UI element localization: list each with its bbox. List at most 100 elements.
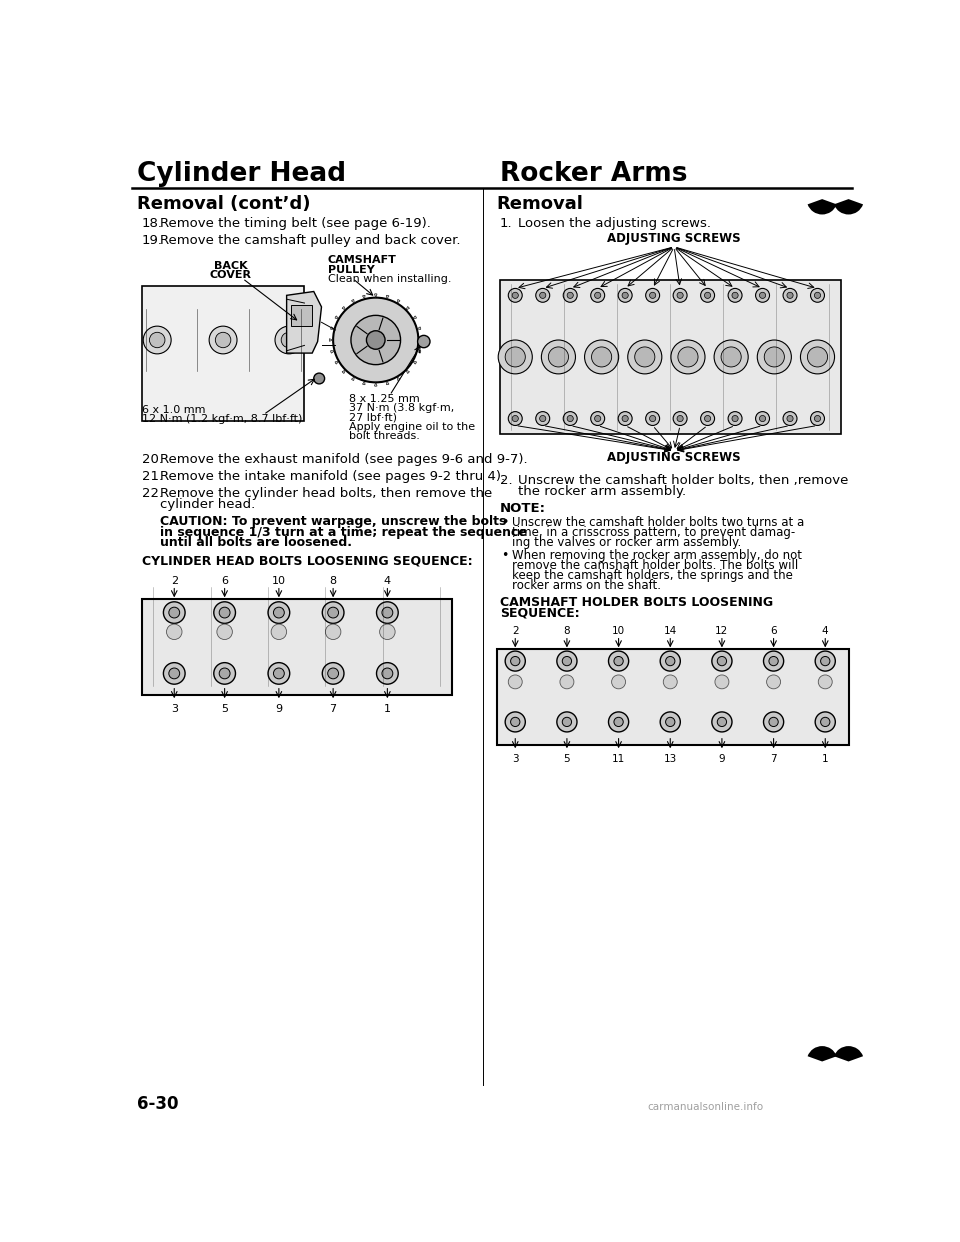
Circle shape (209, 327, 237, 354)
Text: 8: 8 (329, 575, 337, 586)
FancyBboxPatch shape (142, 286, 304, 421)
Circle shape (764, 347, 784, 366)
Text: 8 x 1.25 mm: 8 x 1.25 mm (348, 394, 420, 404)
Circle shape (712, 651, 732, 671)
Text: Clean when installing.: Clean when installing. (327, 273, 451, 283)
Circle shape (275, 327, 303, 354)
Text: 3: 3 (512, 754, 518, 764)
Wedge shape (834, 199, 863, 215)
Circle shape (585, 340, 618, 374)
Text: 21.: 21. (142, 471, 163, 483)
Circle shape (215, 333, 230, 348)
Circle shape (217, 625, 232, 640)
Circle shape (327, 607, 339, 619)
Wedge shape (419, 339, 422, 342)
Text: ADJUSTING SCREWS: ADJUSTING SCREWS (608, 232, 741, 245)
Wedge shape (335, 361, 339, 364)
Circle shape (505, 651, 525, 671)
Text: Unscrew the camshaft holder bolts two turns at a: Unscrew the camshaft holder bolts two tu… (512, 515, 804, 529)
Wedge shape (834, 1046, 863, 1062)
Circle shape (567, 416, 573, 421)
Circle shape (663, 674, 677, 689)
Wedge shape (351, 299, 354, 303)
Text: cylinder head.: cylinder head. (160, 498, 255, 510)
Circle shape (732, 416, 738, 421)
Circle shape (325, 625, 341, 640)
Circle shape (563, 718, 571, 727)
Circle shape (351, 315, 400, 365)
Circle shape (508, 411, 522, 426)
Circle shape (763, 651, 783, 671)
Text: PULLEY: PULLEY (327, 265, 374, 274)
Circle shape (268, 663, 290, 684)
Text: •: • (501, 515, 509, 529)
Text: Removal (cont’d): Removal (cont’d) (137, 195, 310, 214)
Circle shape (650, 416, 656, 421)
Circle shape (673, 288, 687, 302)
Circle shape (815, 712, 835, 732)
Wedge shape (374, 383, 377, 386)
Text: Rocker Arms: Rocker Arms (500, 160, 687, 186)
Wedge shape (406, 370, 409, 374)
Circle shape (281, 333, 297, 348)
Circle shape (594, 292, 601, 298)
Text: 11: 11 (612, 754, 625, 764)
Text: When removing the rocker arm assembly, do not: When removing the rocker arm assembly, d… (512, 549, 803, 563)
Text: 5: 5 (221, 704, 228, 714)
Circle shape (609, 712, 629, 732)
Text: 7: 7 (770, 754, 777, 764)
Text: CAUTION: To prevent warpage, unscrew the bolts: CAUTION: To prevent warpage, unscrew the… (160, 514, 507, 528)
Circle shape (274, 668, 284, 679)
Circle shape (511, 657, 520, 666)
Wedge shape (330, 350, 335, 353)
Circle shape (787, 292, 793, 298)
Wedge shape (342, 307, 346, 310)
Circle shape (557, 712, 577, 732)
Wedge shape (807, 199, 837, 215)
Circle shape (814, 416, 821, 421)
Circle shape (548, 347, 568, 366)
Text: •: • (501, 549, 509, 563)
Circle shape (540, 416, 546, 421)
Wedge shape (397, 299, 400, 303)
Polygon shape (287, 292, 322, 353)
Text: 6 x 1.0 mm: 6 x 1.0 mm (142, 405, 205, 415)
Circle shape (508, 288, 522, 302)
Text: Remove the camshaft pulley and back cover.: Remove the camshaft pulley and back cove… (160, 233, 461, 247)
Text: Cylinder Head: Cylinder Head (137, 160, 347, 186)
Text: 20.: 20. (142, 453, 162, 466)
Circle shape (810, 411, 825, 426)
Circle shape (590, 288, 605, 302)
Wedge shape (807, 1046, 837, 1062)
Circle shape (646, 288, 660, 302)
Text: 10: 10 (272, 575, 286, 586)
Circle shape (717, 657, 727, 666)
Circle shape (143, 327, 171, 354)
Wedge shape (417, 327, 420, 329)
Circle shape (650, 292, 656, 298)
Text: the rocker arm assembly.: the rocker arm assembly. (518, 484, 686, 498)
Text: 1: 1 (822, 754, 828, 764)
Text: Remove the timing belt (see page 6-19).: Remove the timing belt (see page 6-19). (160, 217, 431, 230)
Text: SEQUENCE:: SEQUENCE: (500, 606, 580, 620)
Text: 8: 8 (564, 626, 570, 636)
Circle shape (560, 674, 574, 689)
Text: time, in a crisscross pattern, to prevent damag-: time, in a crisscross pattern, to preven… (512, 525, 796, 539)
Text: 3: 3 (171, 704, 178, 714)
Circle shape (715, 674, 729, 689)
Circle shape (635, 347, 655, 366)
Text: 1.: 1. (500, 217, 513, 230)
Circle shape (323, 602, 344, 623)
Text: Remove the cylinder head bolts, then remove the: Remove the cylinder head bolts, then rem… (160, 487, 492, 501)
Circle shape (673, 411, 687, 426)
Circle shape (821, 657, 829, 666)
Text: 2.: 2. (500, 474, 513, 487)
Circle shape (166, 625, 182, 640)
Wedge shape (342, 370, 346, 374)
Text: 2: 2 (171, 575, 178, 586)
Text: NOTE:: NOTE: (500, 502, 545, 514)
Circle shape (214, 602, 235, 623)
Circle shape (541, 340, 575, 374)
Circle shape (609, 651, 629, 671)
Wedge shape (413, 361, 417, 364)
